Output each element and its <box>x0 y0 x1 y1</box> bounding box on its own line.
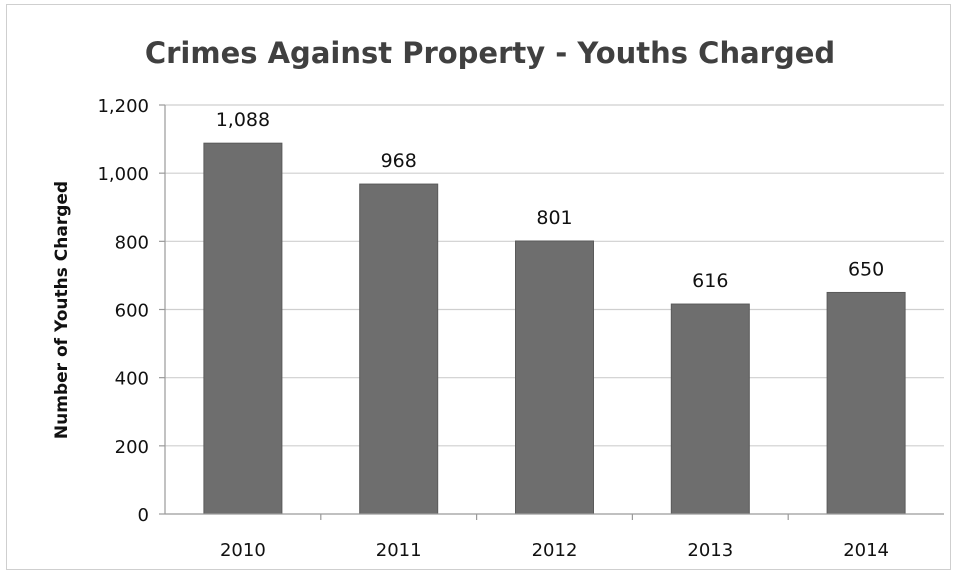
y-axis-label: Number of Youths Charged <box>52 181 72 439</box>
y-tick-label: 400 <box>115 369 149 390</box>
x-tick-label: 2013 <box>687 540 733 561</box>
data-label-2010: 1,088 <box>216 109 270 131</box>
x-tick-label: 2012 <box>532 540 578 561</box>
x-tick-label: 2014 <box>843 540 889 561</box>
bar-2011 <box>360 184 438 514</box>
y-tick-label: 800 <box>115 232 149 253</box>
x-tick-label: 2011 <box>376 540 422 561</box>
data-label-2012: 801 <box>536 207 572 229</box>
y-tick-label: 1,000 <box>97 164 149 185</box>
y-tick-label: 600 <box>115 301 149 322</box>
data-label-2013: 616 <box>692 270 728 292</box>
bars <box>204 143 905 514</box>
bar-2013 <box>671 304 749 514</box>
bar-2010 <box>204 143 282 514</box>
bar-2012 <box>516 241 594 514</box>
y-tick-label: 0 <box>138 505 149 526</box>
data-label-2011: 968 <box>381 150 417 172</box>
x-tick-label: 2010 <box>220 540 266 561</box>
bar-2014 <box>827 292 905 514</box>
y-tick-label: 200 <box>115 437 149 458</box>
chart-title: Crimes Against Property - Youths Charged <box>145 36 835 70</box>
data-label-2014: 650 <box>848 258 884 280</box>
y-tick-label: 1,200 <box>97 96 149 117</box>
